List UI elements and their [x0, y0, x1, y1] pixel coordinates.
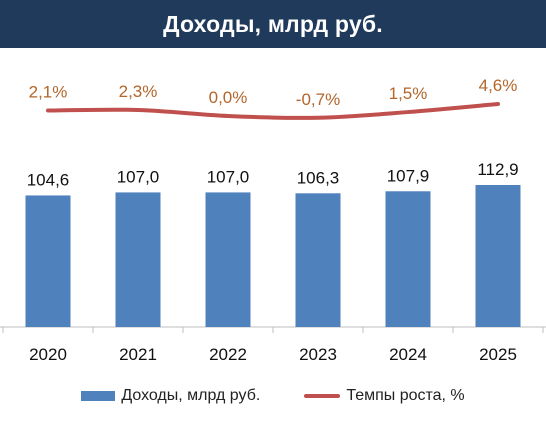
rate-label: 2,3%: [119, 82, 158, 101]
bar: [205, 192, 251, 327]
rate-label: 1,5%: [389, 84, 428, 103]
x-tick-label: 2022: [209, 345, 247, 364]
bar-value-label: 107,0: [207, 167, 250, 186]
bar: [25, 195, 71, 327]
bar: [115, 192, 161, 327]
chart-title: Доходы, млрд руб.: [163, 10, 383, 37]
rate-label: 0,0%: [209, 88, 248, 107]
rate-label: -0,7%: [296, 90, 340, 109]
bar-value-label: 106,3: [297, 168, 340, 187]
rate-label: 2,1%: [29, 83, 68, 102]
bar: [385, 191, 431, 327]
bar-value-label: 104,6: [27, 170, 70, 189]
x-tick-label: 2023: [299, 345, 337, 364]
rate-label: 4,6%: [479, 76, 518, 95]
x-tick-label: 2021: [119, 345, 157, 364]
bar-value-label: 107,0: [117, 167, 160, 186]
bar-value-label: 112,9: [477, 160, 518, 179]
legend-label-growth: Темпы роста, %: [346, 387, 465, 404]
legend-item-growth: Темпы роста, %: [304, 387, 465, 405]
bar-value-label: 107,9: [387, 166, 430, 185]
bar: [295, 193, 341, 327]
growth-rate-line: [46, 102, 500, 120]
legend-item-income: Доходы, млрд руб.: [81, 387, 260, 405]
x-tick-label: 2025: [479, 345, 517, 364]
chart-header: Доходы, млрд руб.: [0, 0, 546, 48]
legend-swatch-line: [304, 394, 341, 398]
legend-swatch-bar: [81, 391, 116, 401]
legend: Доходы, млрд руб. Темпы роста, %: [0, 383, 546, 409]
bar: [475, 185, 521, 327]
legend-label-income: Доходы, млрд руб.: [121, 387, 261, 404]
x-tick-label: 2024: [389, 345, 427, 364]
x-tick-label: 2020: [29, 345, 67, 364]
